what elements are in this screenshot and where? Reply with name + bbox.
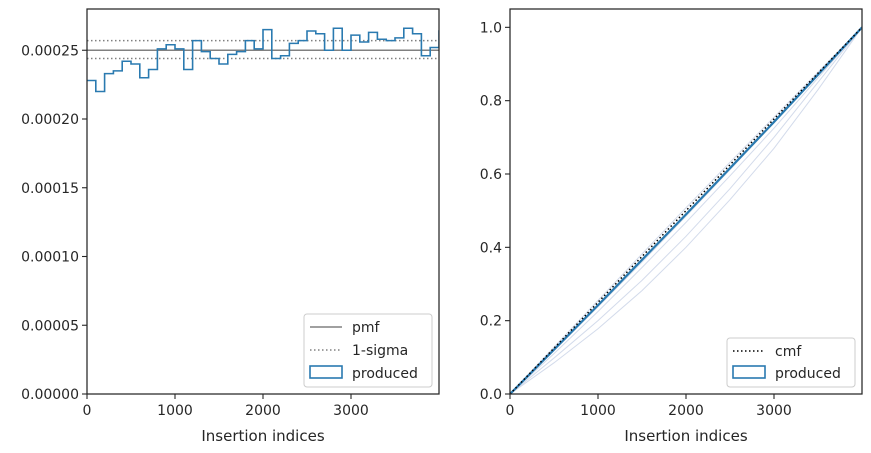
- x-tick-label: 1000: [157, 403, 193, 419]
- x-tick-label: 0: [506, 403, 515, 419]
- legend-label-cmf: cmf: [775, 344, 802, 360]
- y-tick-label: 0.2: [480, 314, 502, 330]
- y-tick-label: 0.8: [480, 94, 502, 110]
- x-tick-label: 2000: [668, 403, 704, 419]
- y-tick-label: 0.00010: [21, 250, 79, 266]
- legend-swatch-produced: [732, 365, 766, 379]
- pmf-panel: 0 1000 2000 3000 0.00000 0.00005 0.00010 0.0001…: [21, 8, 440, 445]
- x-axis-label: Insertion indices: [624, 427, 747, 445]
- x-axis-label: Insertion indices: [201, 427, 324, 445]
- y-tick-label: 0.00015: [21, 181, 79, 197]
- legend-label-sigma: 1-sigma: [352, 343, 408, 359]
- faint-realization-line: [510, 27, 862, 394]
- cmf-panel: 0 1000 2000 3000 0.0 0.2 0.4 0.6 0.8 1.0 Insertion…: [480, 8, 863, 445]
- y-tick-label: 0.4: [480, 240, 502, 256]
- x-tick-label: 1000: [580, 403, 616, 419]
- faint-realization-line: [510, 27, 862, 394]
- legend: cmf produced: [726, 337, 856, 388]
- y-tick-label: 0.00025: [21, 43, 79, 59]
- y-tick-label: 0.0: [480, 387, 502, 403]
- faint-realization-line: [510, 27, 862, 394]
- y-tick-label: 1.0: [480, 20, 502, 36]
- x-tick-label: 0: [83, 403, 92, 419]
- produced-histogram: [87, 27, 439, 93]
- x-tick-label: 3000: [333, 403, 369, 419]
- y-tick-label: 0.6: [480, 167, 502, 183]
- legend-swatch-produced: [309, 365, 343, 379]
- legend-box: [303, 313, 433, 388]
- y-tick-label: 0.00005: [21, 318, 79, 334]
- legend-label-produced: produced: [352, 366, 418, 382]
- faint-realization-line: [510, 26, 862, 394]
- x-tick-label: 2000: [245, 403, 281, 419]
- x-tick-label: 3000: [756, 403, 792, 419]
- legend-label-produced: produced: [775, 366, 841, 382]
- cmf-line: [510, 26, 862, 394]
- legend: pmf 1-sigma produced: [303, 313, 433, 388]
- plot-frame: [509, 8, 863, 395]
- legend-box: [726, 337, 856, 388]
- produced-cdf-line: [510, 26, 862, 394]
- legend-label-pmf: pmf: [352, 320, 381, 336]
- y-tick-label: 0.00000: [21, 387, 79, 403]
- y-tick-label: 0.00020: [21, 112, 79, 128]
